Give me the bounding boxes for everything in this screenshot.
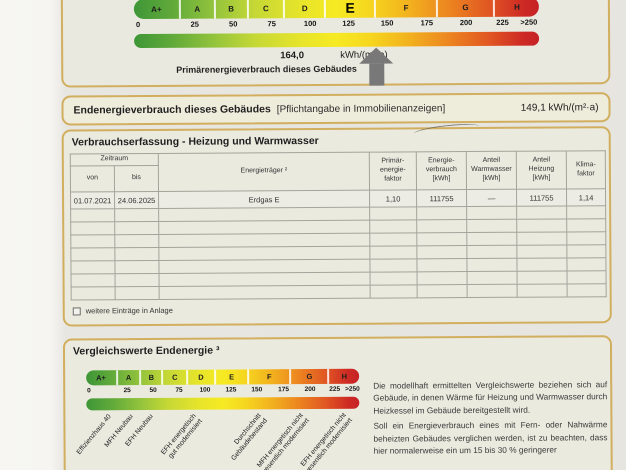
col-primaerenergiefaktor: Primär- energie- faktor — [369, 151, 417, 191]
efficiency-class-band-small: A+ A B C D E F G H — [86, 368, 360, 386]
scale-class-e-current: E — [326, 0, 377, 18]
scale-class-h: H — [341, 371, 348, 381]
col-von: von — [70, 165, 115, 192]
primary-energy-value: 164,0 — [280, 50, 305, 62]
cell-energietraeger: Erdgas E — [158, 190, 370, 209]
tick-250plus: >250 — [345, 385, 360, 393]
tick-50: 50 — [229, 19, 238, 29]
col-energieverbrauch: Energie- verbrauch [kWh] — [416, 151, 467, 190]
cell-primaerenergiefaktor: 1,10 — [369, 189, 417, 208]
scale-class-c: C — [248, 0, 286, 19]
tick-100: 100 — [303, 18, 317, 29]
tick-200: 200 — [304, 385, 316, 394]
scale-tick-labels: 0 25 50 75 100 125 150 175 200 225 >250 — [134, 18, 539, 31]
more-entries-row: weitere Einträge in Anlage — [72, 305, 173, 316]
table-row-empty — [71, 283, 607, 300]
more-entries-checkbox — [72, 306, 81, 315]
tick-75: 75 — [175, 386, 183, 394]
tick-150: 150 — [251, 386, 263, 394]
scale-class-b: B — [141, 369, 164, 386]
tick-225: 225 — [329, 385, 341, 393]
gradient-bar-small — [86, 396, 360, 411]
comparison-info-text: Die modellhaft ermittelten Vergleichswer… — [373, 378, 607, 460]
scale-class-e: E — [215, 369, 250, 385]
tick-200: 200 — [459, 18, 473, 28]
tick-100: 100 — [199, 386, 211, 394]
scale-class-a-plus: A+ — [86, 370, 118, 386]
scale-class-d: D — [188, 369, 216, 385]
scale-tick-labels-small: 0 25 50 75 100 125 150 175 200 225 >250 — [86, 385, 360, 397]
comparison-section-title: Vergleichswerte Endenergie ³ — [72, 344, 220, 358]
primary-energy-scale: A+ A B C D E F G H 0 25 50 75 100 125 — [133, 0, 540, 89]
col-anteil-warmwasser: Anteil Warmwasser [kWh] — [466, 151, 517, 190]
primary-energy-scale-box: A+ A B C D E F G H 0 25 50 75 100 125 — [60, 0, 611, 89]
tick-175: 175 — [278, 386, 290, 394]
tick-75: 75 — [267, 19, 276, 29]
consumption-section-title: Verbrauchserfassung - Heizung und Warmwa… — [71, 134, 319, 149]
cell-energieverbrauch: 111755 — [416, 189, 467, 207]
col-energietraeger: Energieträger ² — [158, 152, 370, 192]
col-bis: bis — [114, 165, 159, 192]
comparison-section-box: Vergleichswerte Endenergie ³ A+ A B C D … — [62, 335, 614, 470]
tick-50: 50 — [149, 386, 157, 395]
tick-0: 0 — [87, 387, 91, 395]
arrow-stem — [368, 63, 384, 86]
current-value-marker-arrow — [359, 47, 394, 86]
final-energy-note: [Pflichtangabe in Immobilienanzeigen] — [276, 102, 446, 115]
col-zeitraum: Zeitraum — [70, 153, 159, 166]
info-paragraph-2: Soll ein Energieverbrauch eines mit Fern… — [373, 419, 608, 456]
tick-25: 25 — [123, 387, 131, 395]
cell-anteil-warmwasser: — — [466, 189, 517, 207]
scale-class-a: A — [180, 0, 216, 19]
tick-25: 25 — [190, 19, 199, 29]
cell-von: 01.07.2021 — [70, 191, 115, 209]
scale-class-d: D — [285, 0, 327, 19]
scale-class-h: H — [514, 2, 520, 12]
cell-klimafaktor: 1,14 — [566, 188, 606, 206]
final-energy-value: 149,1 kWh/(m²·a) — [520, 101, 599, 114]
scale-class-g: G — [437, 0, 496, 18]
scale-class-f: F — [375, 0, 439, 18]
scale-class-c: C — [163, 369, 189, 385]
info-paragraph-1: Die modellhaft ermittelten Vergleichswer… — [373, 379, 608, 416]
tick-125: 125 — [225, 386, 237, 394]
final-energy-consumption-row: Endenergieverbrauch dieses Gebäudes [Pfl… — [61, 92, 611, 126]
consumption-table: Zeitraum Energieträger ² Primär- energie… — [70, 150, 607, 300]
col-klimafaktor: Klima- faktor — [566, 150, 606, 189]
scale-class-g: G — [291, 368, 330, 385]
scale-class-a-plus: A+ — [133, 0, 181, 20]
tick-250plus: >250 — [520, 17, 538, 27]
tick-0: 0 — [135, 20, 141, 30]
primary-energy-caption: Primärenergieverbrauch dieses Gebäudes — [176, 63, 357, 75]
consumption-section-box: Verbrauchserfassung - Heizung und Warmwa… — [61, 121, 612, 327]
comparison-energy-scale: A+ A B C D E F G H 0 25 50 75 100 125 — [76, 365, 360, 470]
final-energy-label: Endenergieverbrauch dieses Gebäudes — [73, 103, 271, 117]
more-entries-label: weitere Einträge in Anlage — [85, 305, 173, 316]
tick-225: 225 — [496, 17, 509, 27]
gradient-bar — [134, 31, 540, 49]
efficiency-class-band: A+ A B C D E F G H — [133, 0, 539, 20]
tick-150: 150 — [380, 18, 394, 28]
tick-125: 125 — [342, 18, 355, 28]
tick-175: 175 — [420, 18, 434, 28]
cell-anteil-heizung: 111755 — [516, 188, 567, 207]
arrow-head — [359, 47, 394, 64]
scale-class-a: A — [117, 370, 142, 386]
scale-class-f: F — [249, 369, 292, 385]
cell-bis: 24.06.2025 — [114, 191, 159, 209]
stray-pen-mark — [413, 121, 480, 139]
col-anteil-heizung: Anteil Heizung [kWh] — [516, 150, 567, 190]
scale-class-b: B — [215, 0, 249, 19]
